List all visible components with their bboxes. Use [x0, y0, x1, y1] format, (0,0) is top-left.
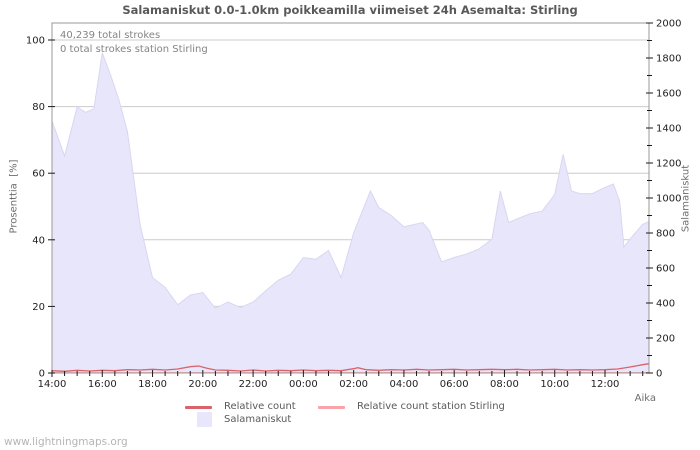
line-relative-count [51, 363, 650, 372]
x-tick-label: 18:00 [138, 379, 167, 390]
left-tick-label: 60 [32, 169, 45, 180]
legend-label-salamaniskut: Salamaniskut [224, 414, 292, 425]
watermark: www.lightningmaps.org [4, 436, 128, 448]
right-tick-label: 1600 [656, 89, 681, 100]
right-tick-label: 200 [656, 334, 675, 345]
right-tick-label: 1400 [656, 124, 681, 135]
area-salamaniskut [51, 52, 650, 374]
legend-label-relative-count-station: Relative count station Stirling [357, 401, 505, 412]
right-tick-label: 1000 [656, 194, 681, 205]
x-tick-label: 12:00 [591, 379, 620, 390]
right-tick-label: 1800 [656, 54, 681, 65]
right-tick-label: 400 [656, 299, 675, 310]
left-tick-label: 80 [32, 102, 45, 113]
left-tick-label: 100 [26, 36, 45, 47]
right-axis-title: Salamaniskut [680, 164, 692, 233]
right-tick-label: 0 [656, 369, 662, 380]
x-axis-title: Aika [634, 393, 656, 404]
chart-title: Salamaniskut 0.0-1.0km poikkeamilla viim… [122, 3, 578, 17]
station-strokes-annotation: 0 total strokes station Stirling [60, 44, 208, 55]
legend-swatch-relative-count-station [318, 406, 345, 409]
left-axis-title: Prosenttia [%] [8, 159, 20, 234]
x-tick-label: 14:00 [38, 379, 67, 390]
left-tick-label: 40 [32, 235, 45, 246]
right-tick-label: 600 [656, 264, 675, 275]
x-tick-label: 22:00 [239, 379, 268, 390]
x-tick-label: 16:00 [88, 379, 117, 390]
right-tick-label: 800 [656, 229, 675, 240]
x-tick-label: 04:00 [390, 379, 419, 390]
x-tick-label: 08:00 [490, 379, 519, 390]
left-tick-label: 0 [39, 369, 45, 380]
x-tick-label: 10:00 [540, 379, 569, 390]
x-tick-label: 06:00 [440, 379, 469, 390]
x-tick-label: 00:00 [289, 379, 318, 390]
right-tick-label: 1200 [656, 159, 681, 170]
legend-swatch-salamaniskut [197, 412, 212, 427]
total-strokes-annotation: 40,239 total strokes [60, 30, 161, 41]
x-tick-label: 20:00 [188, 379, 217, 390]
x-tick-label: 02:00 [339, 379, 368, 390]
legend-label-relative-count: Relative count [224, 401, 296, 412]
legend-swatch-relative-count [185, 406, 212, 409]
left-tick-label: 20 [32, 302, 45, 313]
right-tick-label: 2000 [656, 19, 681, 30]
